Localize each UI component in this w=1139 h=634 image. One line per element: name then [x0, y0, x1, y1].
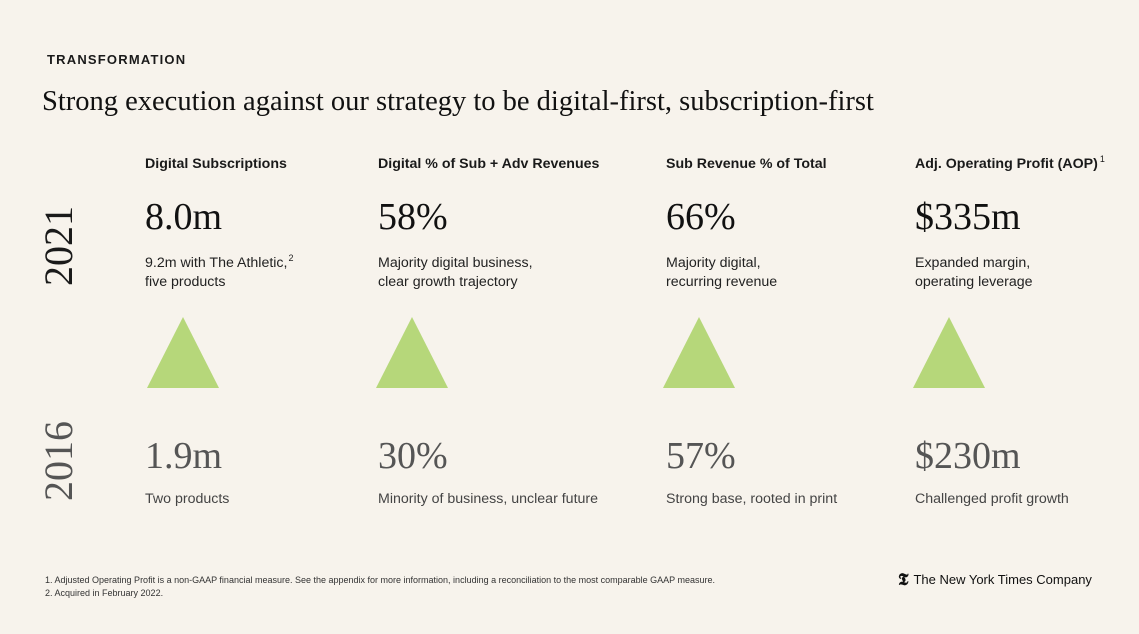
description-2016: Challenged profit growth: [915, 491, 1069, 507]
growth-triangle-icon: [147, 317, 219, 388]
description-2021: Majority digital business, clear growth …: [378, 255, 533, 290]
value-2016: $230m: [915, 435, 1021, 477]
value-2021: 58%: [378, 196, 448, 238]
description-2016: Minority of business, unclear future: [378, 491, 599, 507]
value-2021: $335m: [915, 196, 1021, 238]
growth-triangle-icon: [913, 317, 985, 388]
growth-triangle-icon: [376, 317, 448, 388]
footnote-1: 1. Adjusted Operating Profit is a non-GA…: [45, 575, 716, 585]
description-2021: Majority digital, recurring revenue: [666, 255, 778, 290]
metric-label: Digital % of Sub + Adv Revenues: [378, 156, 600, 172]
metric-label: Sub Revenue % of Total: [666, 156, 827, 172]
value-2021: 8.0m: [145, 196, 223, 238]
year-label-2021: 2021: [36, 206, 81, 286]
growth-triangle-icon: [663, 317, 735, 388]
company-logo: 𝕿 The New York Times Company: [898, 571, 1092, 588]
description-2021: Expanded margin, operating leverage: [915, 255, 1033, 290]
footnote-2: 2. Acquired in February 2022.: [45, 587, 164, 598]
value-2016: 30%: [378, 435, 448, 477]
description-2021: 9.2m with The Athletic,2 five products: [145, 253, 294, 290]
footnotes: 1. Adjusted Operating Profit is a non-GA…: [45, 574, 715, 599]
value-2016: 1.9m: [145, 435, 223, 477]
description-2016: Two products: [145, 491, 230, 507]
metric-label: Adj. Operating Profit (AOP) 1: [915, 154, 1105, 172]
eyebrow-label: TRANSFORMATION: [47, 52, 187, 67]
company-name: The New York Times Company: [913, 572, 1092, 587]
slide-title: Strong execution against our strategy to…: [42, 86, 874, 117]
nyt-logo-icon: 𝕿: [898, 570, 909, 589]
value-2021: 66%: [666, 196, 736, 238]
metric-label: Digital Subscriptions: [145, 156, 287, 172]
value-2016: 57%: [666, 435, 736, 477]
year-label-2016: 2016: [36, 421, 81, 501]
description-2016: Strong base, rooted in print: [666, 491, 838, 507]
